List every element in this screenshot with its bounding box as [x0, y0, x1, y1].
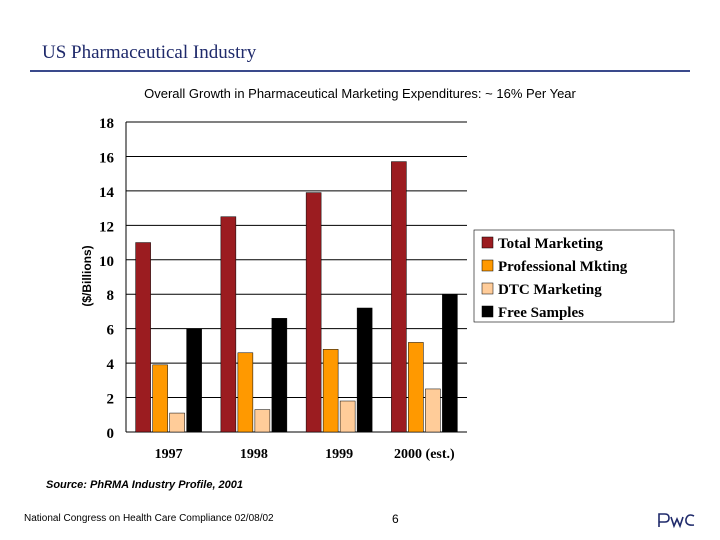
x-tick-label: 1999 — [325, 447, 353, 462]
bar-free-samples — [356, 307, 373, 433]
bar-total-marketing — [305, 192, 322, 433]
bar-dtc-marketing — [339, 400, 356, 433]
legend-label: Professional Mkting — [498, 259, 628, 275]
legend-label: DTC Marketing — [498, 282, 602, 298]
y-tick-label: 2 — [107, 392, 115, 408]
x-tick-label: 2000 (est.) — [394, 447, 455, 462]
bar-free-samples — [442, 293, 458, 433]
x-tick-label: 1998 — [240, 447, 268, 462]
legend-label: Total Marketing — [498, 236, 603, 252]
y-tick-label: 6 — [107, 323, 115, 339]
chart-title: Overall Growth in Pharmaceutical Marketi… — [144, 86, 576, 101]
footer-text: National Congress on Health Care Complia… — [24, 513, 274, 524]
slide-title: US Pharmaceutical Industry — [42, 42, 257, 63]
bar-professional-mkting — [408, 342, 424, 433]
page-number: 6 — [392, 512, 399, 526]
bar-total-marketing — [220, 216, 237, 433]
legend-swatch — [481, 259, 494, 272]
bar-professional-mkting — [237, 352, 254, 433]
y-tick-label: 16 — [99, 150, 115, 166]
y-tick-label: 18 — [99, 116, 114, 132]
bar-dtc-marketing — [425, 388, 441, 433]
bar-total-marketing — [135, 242, 151, 433]
legend-swatch — [481, 282, 494, 295]
legend-label: Free Samples — [498, 305, 584, 321]
bar-free-samples — [271, 318, 288, 433]
y-tick-label: 12 — [99, 219, 114, 235]
legend-swatch — [481, 305, 494, 318]
y-tick-label: 10 — [99, 254, 114, 270]
source-note: Source: PhRMA Industry Profile, 2001 — [46, 479, 244, 491]
bar-free-samples — [186, 328, 202, 433]
company-logo — [657, 511, 697, 534]
bar-dtc-marketing — [254, 409, 271, 433]
y-tick-label: 4 — [107, 357, 115, 373]
bar-professional-mkting — [322, 349, 339, 433]
bar-total-marketing — [391, 161, 407, 433]
y-axis-label: ($/Billions) — [80, 245, 94, 306]
bar-dtc-marketing — [169, 412, 185, 433]
bar-professional-mkting — [152, 364, 168, 433]
title-divider — [30, 70, 690, 72]
y-tick-label: 8 — [107, 288, 115, 304]
legend-swatch — [481, 236, 494, 249]
x-tick-label: 1997 — [155, 447, 183, 462]
y-tick-label: 14 — [99, 185, 115, 201]
legend-box — [473, 229, 675, 323]
logo-glyph — [658, 513, 695, 529]
y-tick-label: 0 — [107, 426, 115, 442]
